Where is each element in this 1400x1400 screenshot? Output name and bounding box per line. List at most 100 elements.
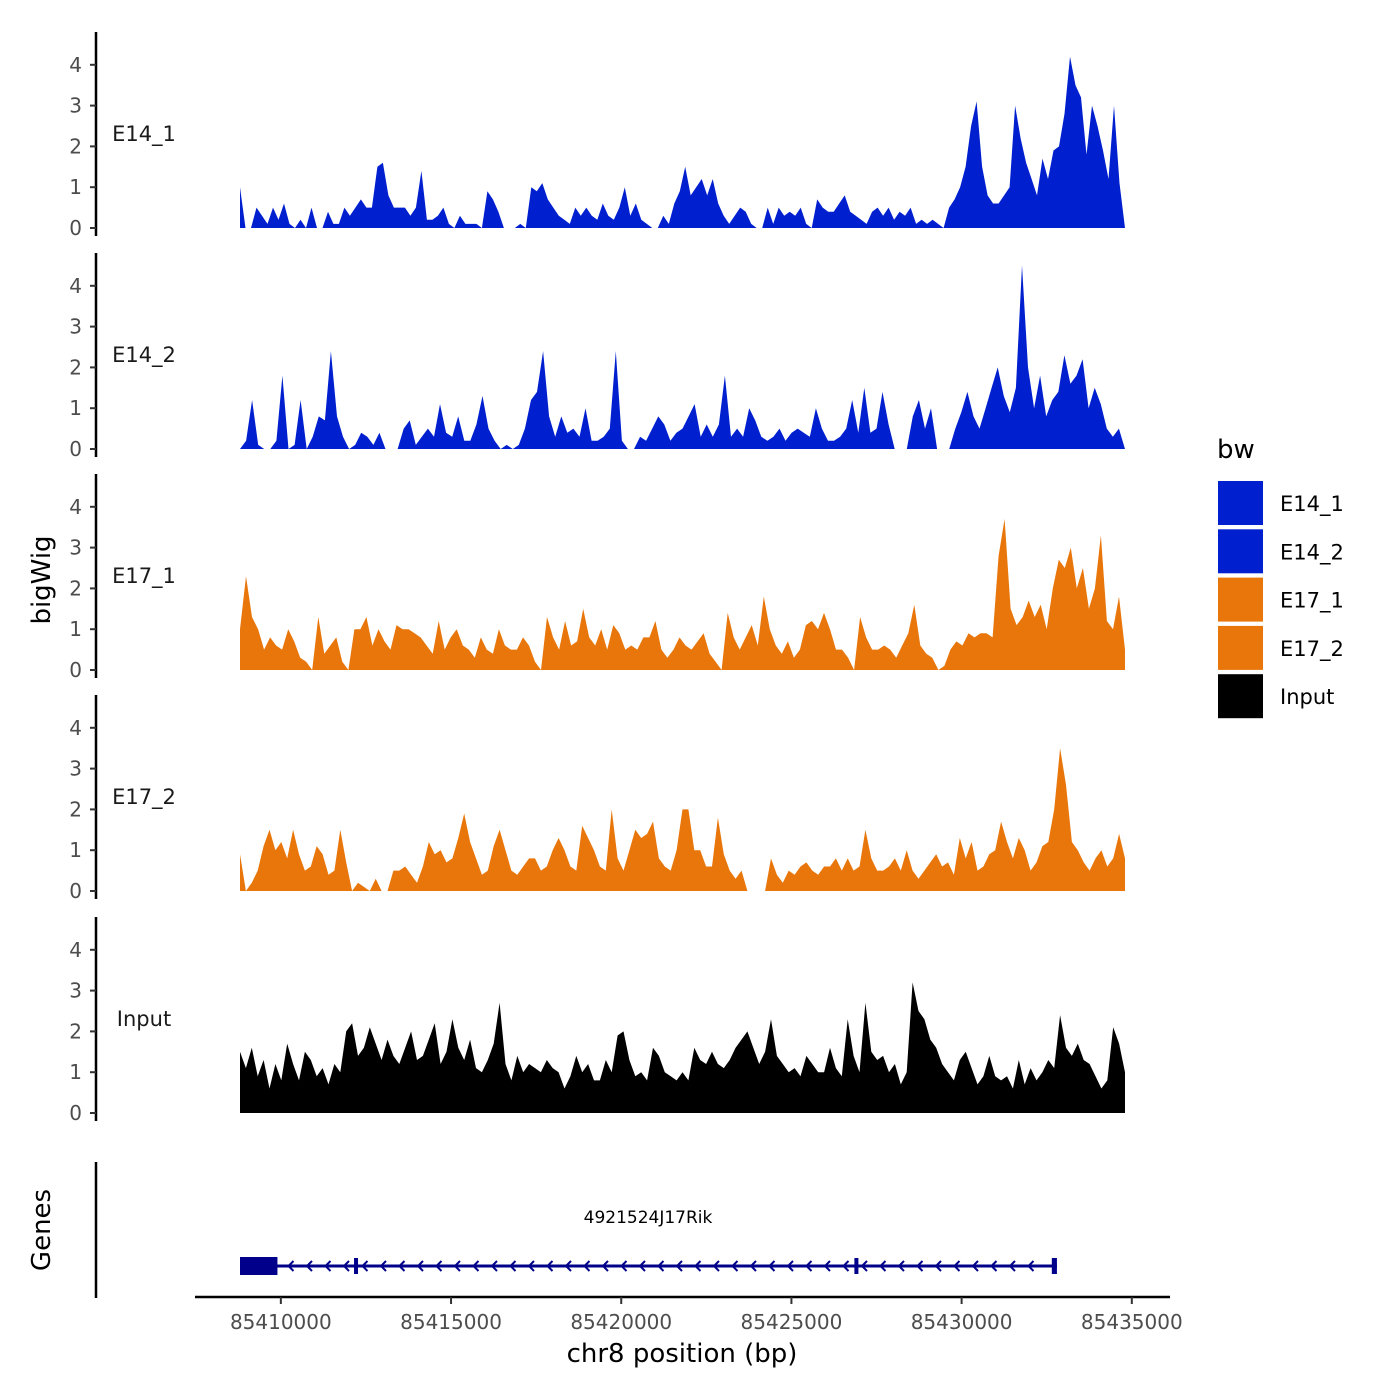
- strand-arrow: [1027, 1260, 1035, 1272]
- gene-model: 4921524J17Rik: [240, 1208, 1057, 1275]
- y-tick-label: 0: [69, 1101, 82, 1125]
- y-tick-label: 1: [69, 396, 82, 420]
- y-tick-label: 0: [69, 216, 82, 240]
- legend: bw E14_1 E14_2 E17_1 E17_2 Input: [1217, 435, 1344, 719]
- strand-arrow: [601, 1260, 609, 1272]
- strand-arrow: [897, 1260, 905, 1272]
- strand-arrow: [657, 1260, 665, 1272]
- strand-arrow: [675, 1260, 683, 1272]
- strand-arrow: [398, 1260, 406, 1272]
- x-tick-label: 85415000: [400, 1310, 502, 1334]
- strand-arrow: [453, 1260, 461, 1272]
- y-tick-label: 4: [69, 274, 82, 298]
- strand-arrow: [786, 1260, 794, 1272]
- strand-arrow: [527, 1260, 535, 1272]
- strand-arrow: [879, 1260, 887, 1272]
- y-tick-label: 2: [69, 134, 82, 158]
- track-Input: 0 1 2 3 4 Input: [69, 917, 1125, 1125]
- y-tick-label: 2: [69, 576, 82, 600]
- coverage-area-E17_1: [240, 519, 1125, 670]
- x-tick-label: 85430000: [911, 1310, 1013, 1334]
- legend-label-E14_1: E14_1: [1280, 492, 1344, 517]
- y-tick-label: 3: [69, 536, 82, 560]
- coverage-area-E17_2: [240, 748, 1125, 891]
- track-E14_2: 0 1 2 3 4 E14_2: [69, 253, 1125, 461]
- y-tick-label: 2: [69, 355, 82, 379]
- gene-name-label: 4921524J17Rik: [584, 1208, 713, 1228]
- strand-arrow: [749, 1260, 757, 1272]
- strand-arrow: [638, 1260, 646, 1272]
- track-E17_2: 0 1 2 3 4 E17_2: [69, 695, 1125, 903]
- y-tick-label: 1: [69, 617, 82, 641]
- gene-exon: [854, 1258, 859, 1274]
- strand-arrow: [361, 1260, 369, 1272]
- strand-arrow: [842, 1260, 850, 1272]
- gene-exon: [354, 1258, 359, 1274]
- strand-arrow: [916, 1260, 924, 1272]
- tracks-group: 0 1 2 3 4 E14_1 0 1 2 3 4 E14_2 0 1 2 3 4 E17_1 0 1 2 3 4 E17_2…: [69, 32, 1125, 1125]
- coverage-area-E14_2: [240, 265, 1125, 449]
- x-axis: 85410000 85415000 85420000 85425000 85430000…: [195, 1295, 1183, 1334]
- legend-swatch-E17_1: [1218, 577, 1263, 622]
- strand-arrow: [509, 1260, 517, 1272]
- strand-arrow: [805, 1260, 813, 1272]
- track-E14_1: 0 1 2 3 4 E14_1: [69, 32, 1125, 240]
- y-tick-label: 1: [69, 838, 82, 862]
- strand-arrow: [934, 1260, 942, 1272]
- legend-label-E14_2: E14_2: [1280, 540, 1344, 565]
- legend-label-Input: Input: [1280, 685, 1334, 709]
- y-tick-label: 3: [69, 757, 82, 781]
- y-tick-label: 3: [69, 94, 82, 118]
- strand-arrow: [971, 1260, 979, 1272]
- legend-label-E17_1: E17_1: [1280, 589, 1344, 614]
- strand-arrow: [342, 1260, 350, 1272]
- x-tick-label: 85425000: [741, 1310, 843, 1334]
- strand-arrow: [564, 1260, 572, 1272]
- y-tick-label: 1: [69, 175, 82, 199]
- strand-arrow: [324, 1260, 332, 1272]
- strand-arrow: [620, 1260, 628, 1272]
- y-tick-label: 2: [69, 797, 82, 821]
- strand-arrow: [379, 1260, 387, 1272]
- strand-arrow: [472, 1260, 480, 1272]
- strand-arrow: [416, 1260, 424, 1272]
- strand-arrow: [287, 1260, 295, 1272]
- genes-axis-title: Genes: [27, 1189, 57, 1271]
- strand-arrow: [305, 1260, 313, 1272]
- track-label: E14_1: [112, 122, 176, 147]
- strand-arrow: [435, 1260, 443, 1272]
- strand-arrow: [546, 1260, 554, 1272]
- track-label: E17_1: [112, 564, 176, 589]
- x-tick-label: 85410000: [230, 1310, 332, 1334]
- strand-arrow: [694, 1260, 702, 1272]
- legend-title: bw: [1217, 435, 1255, 465]
- genes-panel: Genes 4921524J17Rik: [27, 1162, 1057, 1298]
- y-tick-label: 1: [69, 1060, 82, 1084]
- track-label: E14_2: [112, 343, 176, 368]
- y-tick-label: 0: [69, 879, 82, 903]
- strand-arrow: [953, 1260, 961, 1272]
- y-tick-label: 4: [69, 938, 82, 962]
- coverage-area-E14_1: [240, 56, 1125, 228]
- strand-arrow: [583, 1260, 591, 1272]
- strand-arrow: [823, 1260, 831, 1272]
- strand-arrow: [990, 1260, 998, 1272]
- coverage-area-Input: [240, 982, 1125, 1113]
- y-tick-label: 0: [69, 437, 82, 461]
- strand-arrow: [860, 1260, 868, 1272]
- y-tick-label: 3: [69, 315, 82, 339]
- y-tick-label: 4: [69, 495, 82, 519]
- y-tick-label: 4: [69, 716, 82, 740]
- strand-arrow: [490, 1260, 498, 1272]
- track-label: E17_2: [112, 785, 176, 810]
- legend-swatch-E14_1: [1218, 481, 1263, 525]
- legend-swatch-E17_2: [1218, 625, 1263, 670]
- gene-exon: [1051, 1258, 1057, 1274]
- legend-label-E17_2: E17_2: [1280, 637, 1344, 662]
- y-axis-title: bigWig: [27, 535, 57, 624]
- strand-arrow: [768, 1260, 776, 1272]
- x-axis-title: chr8 position (bp): [567, 1339, 798, 1369]
- legend-swatch-E14_2: [1218, 529, 1263, 574]
- strand-arrow: [712, 1260, 720, 1272]
